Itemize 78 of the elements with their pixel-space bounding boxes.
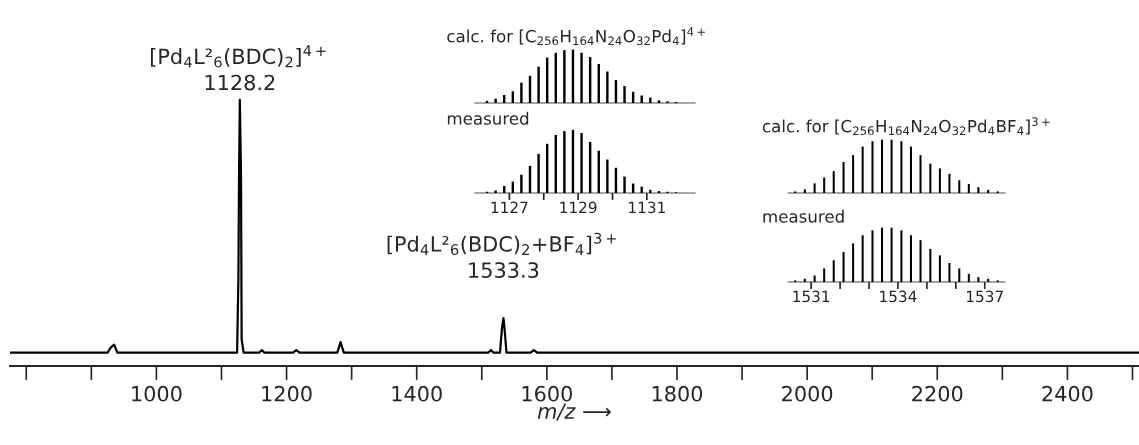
x-tick-label: 1131 bbox=[629, 201, 665, 214]
x-tick-label: 1534 bbox=[880, 290, 917, 303]
bar bbox=[649, 97, 652, 103]
x-tick-label: 1537 bbox=[966, 290, 1003, 303]
bar bbox=[606, 159, 609, 193]
bar bbox=[832, 260, 835, 282]
bar bbox=[823, 268, 826, 282]
annotation: 1128.2 bbox=[205, 74, 275, 91]
bar bbox=[813, 275, 816, 282]
bar bbox=[929, 248, 932, 282]
bar bbox=[623, 85, 626, 103]
x-tick-label: 2000 bbox=[782, 385, 833, 402]
bar bbox=[537, 153, 540, 193]
chart-title: calc. for [C$_{256}$H$_{164}$N$_{24}$O$_{32}$Pd$_{4}$BF$_{4}$]$^{3+}$ bbox=[762, 117, 1050, 136]
bar bbox=[871, 230, 874, 282]
bar bbox=[958, 268, 961, 282]
bar bbox=[842, 252, 845, 282]
bar bbox=[900, 230, 903, 282]
bar bbox=[803, 189, 806, 193]
bar bbox=[823, 177, 826, 193]
bar bbox=[977, 277, 980, 282]
x-tick-label: 1400 bbox=[392, 385, 442, 402]
bar bbox=[881, 227, 884, 282]
bar bbox=[977, 187, 980, 193]
x-axis-title: m/z ⟶ bbox=[537, 403, 611, 421]
x-tick-label: 1200 bbox=[262, 385, 312, 402]
bar bbox=[938, 255, 941, 282]
chart-title: measured bbox=[447, 111, 529, 125]
bar bbox=[948, 262, 951, 282]
bar bbox=[890, 227, 893, 282]
x-tick-label: 1600 bbox=[522, 385, 572, 402]
bar bbox=[967, 273, 970, 282]
bar bbox=[909, 235, 912, 282]
bar bbox=[948, 173, 951, 193]
bar bbox=[623, 176, 626, 193]
bar bbox=[852, 155, 855, 193]
bar bbox=[580, 52, 583, 103]
bar bbox=[580, 133, 583, 193]
bar bbox=[909, 146, 912, 193]
x-tick-label: 2400 bbox=[1042, 385, 1093, 402]
bar bbox=[967, 183, 970, 193]
bar bbox=[958, 180, 961, 193]
bar bbox=[871, 141, 874, 193]
bar bbox=[861, 146, 864, 193]
bar bbox=[881, 139, 884, 193]
bar bbox=[919, 155, 922, 193]
chart-title: measured bbox=[763, 209, 844, 223]
x-tick-label: 1800 bbox=[652, 385, 703, 402]
bar bbox=[861, 235, 864, 282]
bar bbox=[987, 189, 990, 193]
bar bbox=[900, 141, 903, 193]
text: [Pd$_{4}$L²$_{6}$(BDC)$_{2}$]$^{4+}$ bbox=[151, 45, 326, 68]
text: [Pd$_{4}$L²$_{6}$(BDC)$_{2}$+BF$_{4}$]$^{3+}$ bbox=[387, 232, 616, 256]
bar bbox=[938, 168, 941, 193]
bar bbox=[520, 82, 523, 103]
bar bbox=[649, 189, 652, 193]
bar bbox=[813, 183, 816, 193]
annotation: 1533.3 bbox=[469, 262, 539, 278]
bar bbox=[842, 162, 845, 193]
bar bbox=[563, 50, 566, 103]
bar bbox=[890, 139, 893, 193]
x-tick-label: 2200 bbox=[912, 385, 963, 402]
bar bbox=[563, 131, 566, 193]
bar bbox=[537, 66, 540, 103]
x-tick-label: 1127 bbox=[491, 201, 528, 213]
x-tick-label: 1000 bbox=[132, 385, 182, 402]
x-tick-label: 1531 bbox=[793, 290, 830, 303]
bar bbox=[494, 98, 497, 103]
bar bbox=[852, 243, 855, 282]
bar bbox=[929, 163, 932, 193]
bar bbox=[832, 171, 835, 193]
x-tick-label: 1129 bbox=[560, 201, 597, 214]
chart-title: calc. for [C$_{256}$H$_{164}$N$_{24}$O$_{32}$Pd$_{4}$]$^{4+}$ bbox=[447, 27, 705, 46]
bar bbox=[494, 190, 497, 193]
bar bbox=[606, 71, 609, 103]
bar bbox=[919, 240, 922, 282]
bar bbox=[657, 100, 661, 103]
bar bbox=[520, 174, 523, 193]
